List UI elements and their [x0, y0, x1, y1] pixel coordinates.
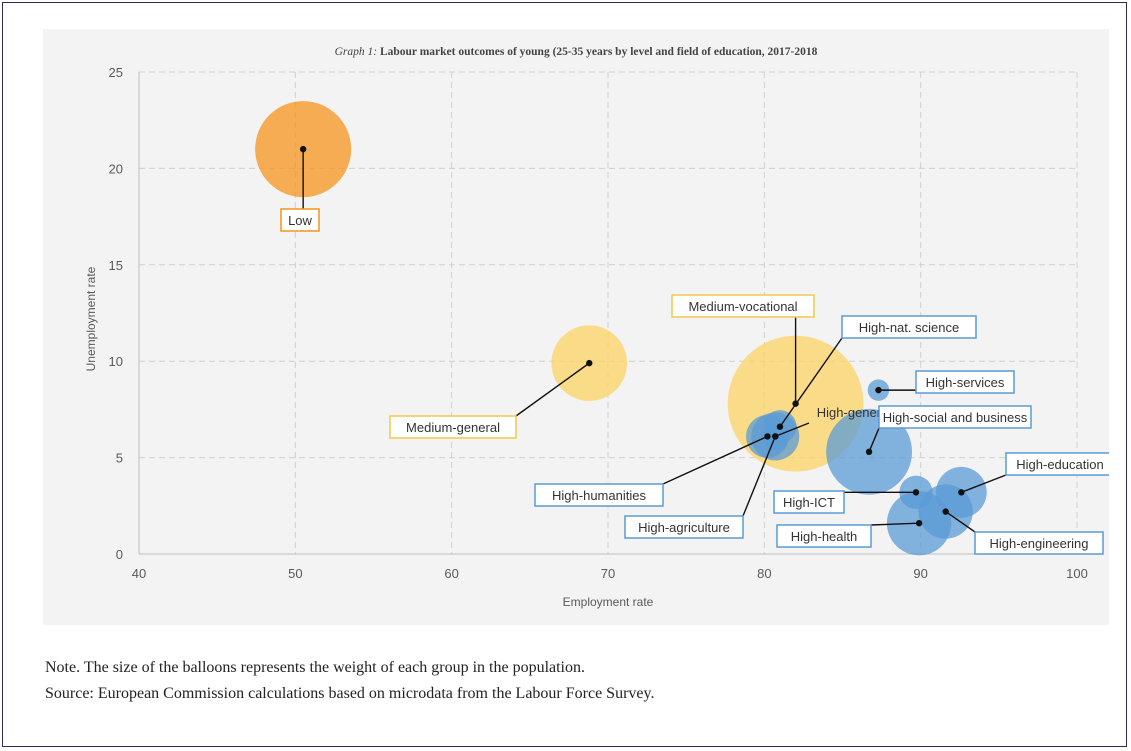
point-label: High-nat. science — [859, 320, 959, 335]
leader-line — [775, 422, 810, 438]
label-box — [841, 315, 977, 339]
y-tick-label: 0 — [116, 547, 123, 562]
x-tick-label: 80 — [757, 566, 771, 581]
data-point — [776, 423, 784, 430]
bubble-chart: Graph 1: Labour market outcomes of young… — [84, 46, 1109, 609]
point-label: High-engineering — [989, 536, 1088, 551]
data-point — [772, 433, 779, 440]
chart-panel: Graph 1: Labour market outcomes of young… — [43, 29, 1109, 625]
label-box — [280, 208, 320, 232]
note-text: Note. The size of the balloons represent… — [45, 659, 585, 676]
data-point — [299, 145, 307, 153]
x-tick-label: 40 — [132, 566, 146, 581]
point-label: Medium-general — [406, 420, 500, 435]
point-label: High-ICT — [783, 495, 835, 510]
leader-line — [945, 511, 976, 533]
point-label: Low — [288, 213, 312, 228]
point-label: High-general — [817, 405, 892, 420]
data-point — [865, 448, 873, 456]
notes-block: Note. The size of the balloons represent… — [45, 655, 1105, 707]
y-tick-label: 20 — [109, 161, 123, 176]
data-point — [764, 433, 771, 440]
x-tick-label: 50 — [288, 566, 302, 581]
label-box — [773, 490, 845, 514]
y-tick-label: 10 — [109, 354, 123, 369]
point-label: High-services — [926, 375, 1005, 390]
data-point — [915, 519, 923, 527]
label-box — [878, 405, 1032, 429]
leader-line — [868, 427, 880, 453]
point-label: High-humanities — [552, 488, 646, 503]
y-tick-label: 15 — [109, 258, 123, 273]
y-tick-label: 25 — [109, 65, 123, 80]
data-point — [912, 489, 920, 496]
point-label: High-social and business — [883, 410, 1028, 425]
y-tick-label: 5 — [116, 451, 123, 466]
label-box — [776, 524, 872, 548]
chart-title: Graph 1: Labour market outcomes of young… — [335, 46, 818, 58]
leader-line — [779, 337, 843, 428]
point-label: High-education — [1016, 457, 1103, 472]
data-point — [958, 489, 965, 496]
y-axis-label: Unemployment rate — [84, 266, 98, 371]
label-box — [389, 415, 517, 439]
label-box — [1005, 452, 1109, 476]
leader-line — [515, 362, 590, 417]
point-label: High-agriculture — [638, 520, 730, 535]
leader-line — [662, 435, 768, 485]
data-point — [586, 359, 593, 367]
label-box — [534, 483, 664, 507]
source-text: Source: European Commission calculations… — [45, 685, 655, 702]
label-box — [974, 531, 1104, 555]
leader-line — [870, 522, 920, 526]
point-label: High-health — [791, 529, 858, 544]
x-tick-label: 90 — [913, 566, 927, 581]
leader-line — [742, 436, 776, 517]
label-box — [671, 294, 815, 318]
x-tick-label: 60 — [444, 566, 458, 581]
x-axis-label: Employment rate — [563, 595, 654, 609]
x-tick-label: 100 — [1066, 566, 1088, 581]
data-point — [942, 508, 949, 515]
data-point — [875, 386, 882, 394]
label-box — [624, 515, 744, 539]
label-box — [915, 370, 1015, 394]
point-label: Medium-vocational — [688, 299, 797, 314]
leader-line — [961, 474, 1007, 493]
x-tick-label: 70 — [601, 566, 615, 581]
